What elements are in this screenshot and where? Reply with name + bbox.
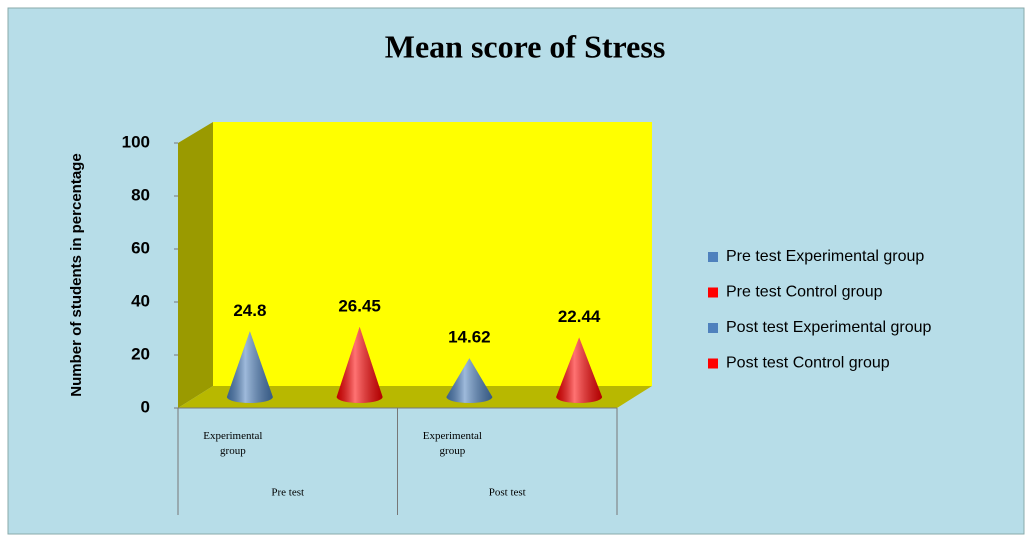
legend-marker xyxy=(708,252,718,262)
cone-shading xyxy=(226,331,273,404)
y-tick-label: 40 xyxy=(131,291,150,310)
data-label: 22.44 xyxy=(558,307,601,326)
chart-title: Mean score of Stress xyxy=(385,28,666,64)
y-tick-label: 60 xyxy=(131,238,150,257)
x-tick-label: Experimental group xyxy=(423,430,482,457)
cone-shading xyxy=(446,358,493,404)
legend-marker xyxy=(708,323,718,333)
legend-marker xyxy=(708,358,718,369)
cone-shading xyxy=(556,337,603,404)
group-label: Pre test xyxy=(271,487,304,499)
legend-label: Pre test Control group xyxy=(726,284,883,301)
cone-shading xyxy=(336,326,383,404)
data-label: 24.8 xyxy=(233,301,266,320)
y-axis-label: Number of students in percentage xyxy=(68,153,85,396)
y-tick-label: 80 xyxy=(131,185,150,204)
y-tick-label: 100 xyxy=(122,132,150,151)
x-tick-label: Experimental group xyxy=(203,430,262,457)
data-label: 26.45 xyxy=(338,296,381,315)
legend-label: Pre test Experimental group xyxy=(726,248,924,265)
floor xyxy=(178,386,652,408)
data-label: 14.62 xyxy=(448,328,491,347)
back-wall xyxy=(213,122,652,386)
side-wall xyxy=(178,122,213,408)
y-tick-label: 0 xyxy=(141,397,150,416)
y-tick-label: 20 xyxy=(131,344,150,363)
legend-label: Post test Experimental group xyxy=(726,319,932,336)
legend-label: Post test Control group xyxy=(726,355,890,372)
legend-marker xyxy=(708,287,718,298)
group-label: Post test xyxy=(489,487,526,499)
